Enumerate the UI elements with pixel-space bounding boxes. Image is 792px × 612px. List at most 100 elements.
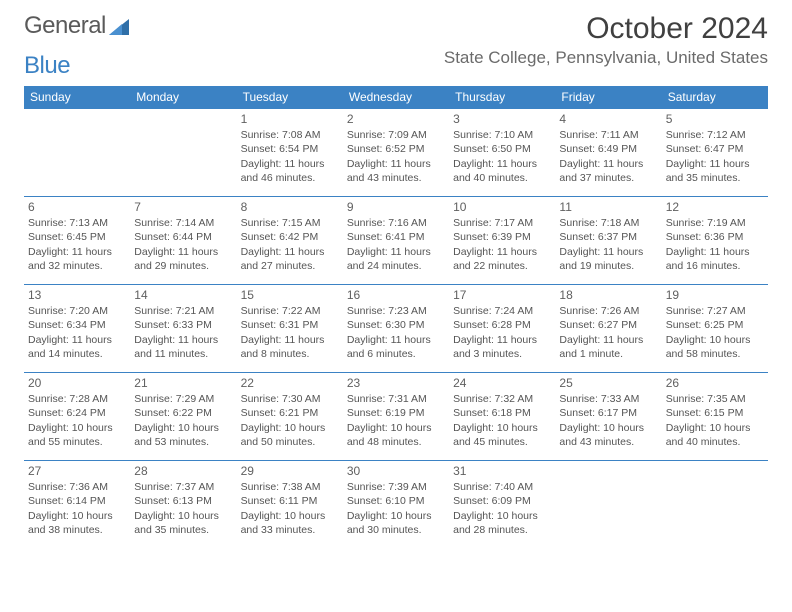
sunset-line: Sunset: 6:33 PM xyxy=(134,318,232,332)
day-number: 13 xyxy=(28,287,126,303)
day-number: 3 xyxy=(453,111,551,127)
calendar-empty-cell xyxy=(24,109,130,197)
calendar-day-cell: 2Sunrise: 7:09 AMSunset: 6:52 PMDaylight… xyxy=(343,109,449,197)
day-number: 18 xyxy=(559,287,657,303)
day-number: 23 xyxy=(347,375,445,391)
sunset-line: Sunset: 6:25 PM xyxy=(666,318,764,332)
calendar-day-cell: 3Sunrise: 7:10 AMSunset: 6:50 PMDaylight… xyxy=(449,109,555,197)
calendar-empty-cell xyxy=(662,461,768,549)
calendar-day-cell: 17Sunrise: 7:24 AMSunset: 6:28 PMDayligh… xyxy=(449,285,555,373)
daylight-line: Daylight: 10 hours and 28 minutes. xyxy=(453,509,551,537)
day-number: 8 xyxy=(241,199,339,215)
location: State College, Pennsylvania, United Stat… xyxy=(444,48,768,68)
calendar-day-cell: 10Sunrise: 7:17 AMSunset: 6:39 PMDayligh… xyxy=(449,197,555,285)
day-number: 14 xyxy=(134,287,232,303)
calendar-day-cell: 4Sunrise: 7:11 AMSunset: 6:49 PMDaylight… xyxy=(555,109,661,197)
calendar-day-cell: 6Sunrise: 7:13 AMSunset: 6:45 PMDaylight… xyxy=(24,197,130,285)
day-number: 12 xyxy=(666,199,764,215)
sunset-line: Sunset: 6:41 PM xyxy=(347,230,445,244)
day-number: 1 xyxy=(241,111,339,127)
sunset-line: Sunset: 6:22 PM xyxy=(134,406,232,420)
sunset-line: Sunset: 6:11 PM xyxy=(241,494,339,508)
day-number: 20 xyxy=(28,375,126,391)
sunrise-line: Sunrise: 7:31 AM xyxy=(347,392,445,406)
sunrise-line: Sunrise: 7:33 AM xyxy=(559,392,657,406)
sunset-line: Sunset: 6:17 PM xyxy=(559,406,657,420)
calendar-day-cell: 24Sunrise: 7:32 AMSunset: 6:18 PMDayligh… xyxy=(449,373,555,461)
calendar-day-cell: 30Sunrise: 7:39 AMSunset: 6:10 PMDayligh… xyxy=(343,461,449,549)
day-number: 30 xyxy=(347,463,445,479)
daylight-line: Daylight: 10 hours and 58 minutes. xyxy=(666,333,764,361)
sunrise-line: Sunrise: 7:17 AM xyxy=(453,216,551,230)
sunset-line: Sunset: 6:37 PM xyxy=(559,230,657,244)
sunrise-line: Sunrise: 7:28 AM xyxy=(28,392,126,406)
sunrise-line: Sunrise: 7:39 AM xyxy=(347,480,445,494)
sunrise-line: Sunrise: 7:26 AM xyxy=(559,304,657,318)
daylight-line: Daylight: 10 hours and 45 minutes. xyxy=(453,421,551,449)
logo: General xyxy=(24,12,130,40)
day-number: 24 xyxy=(453,375,551,391)
sunset-line: Sunset: 6:28 PM xyxy=(453,318,551,332)
calendar-day-cell: 28Sunrise: 7:37 AMSunset: 6:13 PMDayligh… xyxy=(130,461,236,549)
sunset-line: Sunset: 6:09 PM xyxy=(453,494,551,508)
title-block: October 2024 State College, Pennsylvania… xyxy=(444,12,768,68)
day-number: 27 xyxy=(28,463,126,479)
calendar-day-cell: 29Sunrise: 7:38 AMSunset: 6:11 PMDayligh… xyxy=(237,461,343,549)
sunrise-line: Sunrise: 7:21 AM xyxy=(134,304,232,318)
calendar-body: 1Sunrise: 7:08 AMSunset: 6:54 PMDaylight… xyxy=(24,109,768,549)
sunset-line: Sunset: 6:39 PM xyxy=(453,230,551,244)
day-number: 10 xyxy=(453,199,551,215)
day-number: 4 xyxy=(559,111,657,127)
sunset-line: Sunset: 6:27 PM xyxy=(559,318,657,332)
calendar-day-cell: 16Sunrise: 7:23 AMSunset: 6:30 PMDayligh… xyxy=(343,285,449,373)
sunset-line: Sunset: 6:47 PM xyxy=(666,142,764,156)
sunset-line: Sunset: 6:19 PM xyxy=(347,406,445,420)
daylight-line: Daylight: 10 hours and 53 minutes. xyxy=(134,421,232,449)
sunset-line: Sunset: 6:15 PM xyxy=(666,406,764,420)
day-number: 22 xyxy=(241,375,339,391)
daylight-line: Daylight: 11 hours and 43 minutes. xyxy=(347,157,445,185)
daylight-line: Daylight: 11 hours and 29 minutes. xyxy=(134,245,232,273)
sunrise-line: Sunrise: 7:24 AM xyxy=(453,304,551,318)
sunset-line: Sunset: 6:13 PM xyxy=(134,494,232,508)
sunrise-line: Sunrise: 7:19 AM xyxy=(666,216,764,230)
day-number: 26 xyxy=(666,375,764,391)
calendar-week-row: 1Sunrise: 7:08 AMSunset: 6:54 PMDaylight… xyxy=(24,109,768,197)
calendar-week-row: 27Sunrise: 7:36 AMSunset: 6:14 PMDayligh… xyxy=(24,461,768,549)
day-number: 29 xyxy=(241,463,339,479)
daylight-line: Daylight: 10 hours and 35 minutes. xyxy=(134,509,232,537)
daylight-line: Daylight: 10 hours and 50 minutes. xyxy=(241,421,339,449)
day-header: Wednesday xyxy=(343,86,449,109)
sunset-line: Sunset: 6:18 PM xyxy=(453,406,551,420)
sunrise-line: Sunrise: 7:18 AM xyxy=(559,216,657,230)
calendar-week-row: 6Sunrise: 7:13 AMSunset: 6:45 PMDaylight… xyxy=(24,197,768,285)
sunrise-line: Sunrise: 7:15 AM xyxy=(241,216,339,230)
daylight-line: Daylight: 11 hours and 27 minutes. xyxy=(241,245,339,273)
calendar-day-cell: 20Sunrise: 7:28 AMSunset: 6:24 PMDayligh… xyxy=(24,373,130,461)
sunrise-line: Sunrise: 7:27 AM xyxy=(666,304,764,318)
sunset-line: Sunset: 6:52 PM xyxy=(347,142,445,156)
daylight-line: Daylight: 11 hours and 1 minute. xyxy=(559,333,657,361)
day-header: Saturday xyxy=(662,86,768,109)
daylight-line: Daylight: 11 hours and 40 minutes. xyxy=(453,157,551,185)
daylight-line: Daylight: 10 hours and 38 minutes. xyxy=(28,509,126,537)
sunset-line: Sunset: 6:34 PM xyxy=(28,318,126,332)
day-number: 2 xyxy=(347,111,445,127)
daylight-line: Daylight: 10 hours and 30 minutes. xyxy=(347,509,445,537)
calendar-day-cell: 1Sunrise: 7:08 AMSunset: 6:54 PMDaylight… xyxy=(237,109,343,197)
day-header: Sunday xyxy=(24,86,130,109)
calendar-day-cell: 13Sunrise: 7:20 AMSunset: 6:34 PMDayligh… xyxy=(24,285,130,373)
calendar-day-cell: 18Sunrise: 7:26 AMSunset: 6:27 PMDayligh… xyxy=(555,285,661,373)
day-number: 21 xyxy=(134,375,232,391)
calendar-day-cell: 5Sunrise: 7:12 AMSunset: 6:47 PMDaylight… xyxy=(662,109,768,197)
sunset-line: Sunset: 6:31 PM xyxy=(241,318,339,332)
daylight-line: Daylight: 11 hours and 32 minutes. xyxy=(28,245,126,273)
day-number: 5 xyxy=(666,111,764,127)
day-number: 19 xyxy=(666,287,764,303)
sunrise-line: Sunrise: 7:37 AM xyxy=(134,480,232,494)
logo-word-2: Blue xyxy=(24,52,70,80)
day-number: 31 xyxy=(453,463,551,479)
sunset-line: Sunset: 6:44 PM xyxy=(134,230,232,244)
calendar-day-cell: 22Sunrise: 7:30 AMSunset: 6:21 PMDayligh… xyxy=(237,373,343,461)
calendar-day-cell: 9Sunrise: 7:16 AMSunset: 6:41 PMDaylight… xyxy=(343,197,449,285)
